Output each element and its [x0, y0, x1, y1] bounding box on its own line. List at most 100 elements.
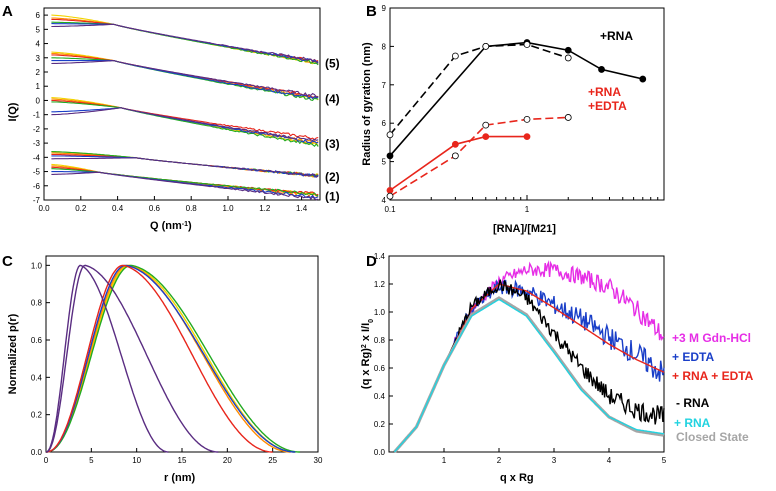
panel-c-xtick-label: 5: [89, 456, 94, 465]
panel-a-xtick-label: 0.8: [186, 204, 198, 213]
panel-d-ylabel: (q x Rg)2 x I/I0: [360, 319, 375, 389]
panel-b-point: [482, 121, 490, 129]
panel-a-curve: [51, 107, 319, 144]
panel-b-annotation-rna: +RNA: [600, 29, 633, 43]
panel-c-xtick-label: 10: [132, 456, 141, 465]
panel-a-group-labels: (5) (4) (3) (2) (1): [325, 57, 340, 204]
panel-b-point: [451, 52, 459, 60]
panel-a-ytick-label: 4: [36, 40, 41, 49]
panel-a-ytick-label: -6: [33, 182, 41, 191]
panel-d-xtick-label: 2: [497, 456, 502, 465]
panel-b-point: [386, 186, 394, 194]
panel-b-point: [564, 54, 572, 62]
panel-d-frame: [388, 255, 665, 453]
panel-a-group-label: (4): [325, 92, 340, 106]
panel-d-curve: [393, 298, 665, 453]
panel-c-curve: [45, 264, 273, 453]
panel-c-ytick-label: 0.8: [31, 299, 43, 308]
panel-a-group-label: (3): [325, 137, 340, 151]
panel-d-legend-entry: +3 M Gdn-HCl: [672, 331, 751, 345]
panel-a-curve: [51, 101, 319, 147]
panel-d-ytick-label: 0.6: [374, 364, 386, 373]
panel-c-chart: 0 5 10 15 20 25 30 0.0 0.2 0.4 0.6 0.8 1.0 r (nm) No…: [7, 255, 323, 484]
panel-b-point: [451, 140, 459, 148]
panel-c-ytick-label: 0.6: [31, 336, 43, 345]
panel-b-series-line: [389, 116, 569, 197]
panel-a-group-label: (2): [325, 170, 340, 184]
panel-b-point: [482, 133, 490, 141]
panel-c-xtick-label: 20: [223, 456, 232, 465]
panel-d-curve: [393, 296, 665, 454]
panel-d-legend-entry: Closed State: [676, 430, 749, 444]
panel-a-group-label: (1): [325, 190, 340, 204]
panel-a-ytick-label: 0: [36, 96, 41, 105]
panel-c-ytick-label: 0.0: [31, 448, 43, 457]
panel-letter-b: B: [366, 3, 377, 20]
panel-d-ytick-label: 1.0: [374, 308, 386, 317]
panel-a-curve: [51, 157, 319, 178]
panel-a-curve: [51, 23, 319, 63]
panel-b-point: [451, 152, 459, 160]
panel-a-series: [51, 14, 319, 201]
panel-a-curve: [51, 60, 319, 98]
panel-d-xtick-label: 4: [607, 456, 612, 465]
panel-d-curve: [393, 279, 665, 453]
panel-d-ytick-label: 1.4: [374, 252, 386, 261]
panel-a-xlabel: Q (nm-1): [150, 220, 192, 232]
panel-a-frame: [43, 7, 321, 201]
panel-c-curve: [45, 264, 169, 453]
panel-c-xtick-label: 0: [44, 456, 49, 465]
panel-a-ytick-label: -1: [33, 111, 41, 120]
panel-b-point: [598, 66, 605, 73]
panel-b-ytick-label: 8: [382, 42, 387, 51]
panel-b-point: [386, 131, 394, 139]
panel-a-xtick-label: 1.0: [222, 204, 234, 213]
panel-letter-a: A: [2, 3, 13, 20]
panel-a-ytick-label: -7: [33, 196, 41, 205]
panel-d-ytick-label: 0.2: [374, 420, 386, 429]
panel-c-ytick-label: 0.4: [31, 373, 43, 382]
panel-b-ytick-label: 4: [382, 196, 387, 205]
panel-c-series: [45, 264, 300, 453]
panel-b-ylabel: Radius of gyration (nm): [361, 42, 373, 166]
panel-b-xtick-label: 0.1: [384, 205, 396, 214]
panel-a-ytick-label: 2: [36, 68, 41, 77]
panel-d-legend-entry: + RNA + EDTA: [672, 369, 754, 383]
panel-c-xtick-label: 30: [314, 456, 323, 465]
panel-c-xlabel: r (nm): [164, 472, 196, 484]
panel-b-series: [386, 39, 647, 200]
panel-d-ytick-label: 0.4: [374, 392, 386, 401]
panel-b-annotation-rna-edta-1: +RNA: [588, 85, 621, 99]
panel-b-chart: 0.1 1 4 5 6 7 8 9 +RNA +RNA +EDTA [RNA]/[M21] R…: [361, 4, 665, 235]
panel-b-point: [523, 41, 531, 48]
panel-d-legend-entry: - RNA: [676, 396, 710, 410]
panel-c-ytick-label: 0.2: [31, 411, 43, 420]
panel-d-ytick-label: 0.8: [374, 336, 386, 345]
panel-b-point: [482, 43, 490, 50]
panel-b-ytick-label: 7: [382, 81, 387, 90]
panel-d-series: [393, 260, 665, 454]
panel-d-ytick-label: 1.2: [374, 280, 386, 289]
panel-b-series-line: [389, 43, 569, 136]
panel-c-ylabel: Normalized p(r): [7, 313, 19, 394]
panel-b-series-line: [389, 41, 643, 157]
panel-a-ylabel: I(Q): [7, 102, 19, 121]
panel-d-ticks: 1 2 3 4 5 0.0 0.2 0.4 0.6 0.8 1.0 1.2 1.4: [374, 252, 667, 465]
panel-b-point: [564, 114, 572, 121]
panel-a-ytick-label: 1: [36, 82, 41, 91]
panel-a-xtick-label: 0.2: [75, 204, 87, 213]
panel-a-ytick-label: -3: [33, 139, 41, 148]
panel-c-curve: [45, 264, 296, 453]
panel-a-curve: [51, 57, 319, 102]
panel-b-annotation-rna-edta-2: +EDTA: [588, 99, 627, 113]
panel-b-point: [523, 133, 531, 141]
panel-d-chart: 1 2 3 4 5 0.0 0.2 0.4 0.6 0.8 1.0 1.2 1.4 +3 M Gdn-H…: [360, 252, 754, 484]
panel-b-ytick-label: 5: [382, 158, 387, 167]
panel-a-xtick-label: 1.2: [259, 204, 271, 213]
panel-a-ytick-label: -4: [33, 153, 41, 162]
panel-d-ytick-label: 0.0: [374, 448, 386, 457]
panel-a-ytick-label: -5: [33, 168, 41, 177]
panel-a-xtick-label: 0.4: [112, 204, 124, 213]
panel-a-curve: [51, 107, 319, 141]
